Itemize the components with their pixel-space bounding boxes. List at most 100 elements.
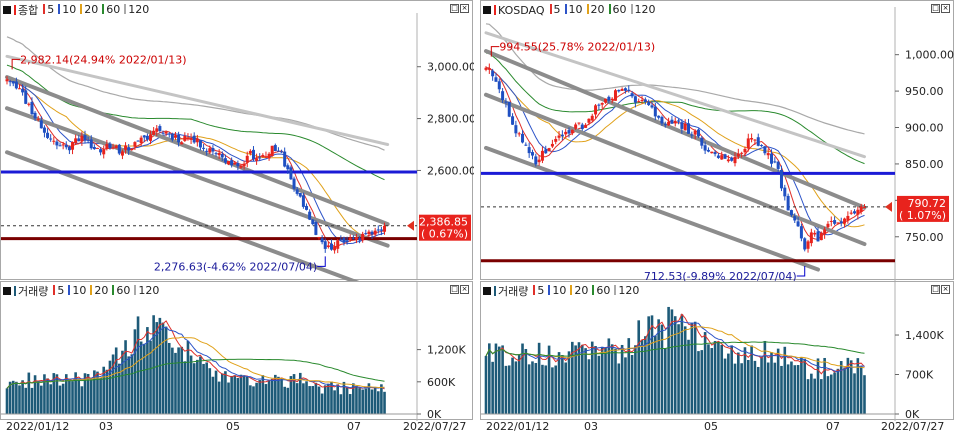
kosdaq-price-chart[interactable]: 1,000.00950.00900.00850.00800.00750.0099…	[481, 1, 954, 281]
date-label: 07	[347, 420, 361, 433]
volume-bar	[637, 320, 641, 414]
candle-body	[544, 149, 548, 154]
legend-label: 20	[590, 2, 605, 16]
volume-bar	[796, 365, 800, 414]
candle-body	[594, 105, 598, 115]
volume-bar	[295, 383, 299, 414]
candle-body	[354, 237, 358, 240]
volume-bar	[383, 391, 386, 414]
candle-body	[17, 88, 21, 90]
volume-bar	[790, 361, 793, 414]
candle-body	[521, 133, 525, 143]
volume-bar	[283, 386, 286, 414]
current-price-pointer-icon	[885, 201, 892, 212]
maximize-icon[interactable]: □	[931, 285, 940, 294]
volume-bar	[280, 377, 283, 414]
volume-bar	[514, 361, 518, 414]
volume-bar	[574, 345, 577, 414]
legend-label: 120	[618, 283, 640, 297]
volume-bar	[723, 358, 727, 414]
volume-bar	[557, 352, 561, 414]
volume-bar	[118, 363, 121, 414]
ma10-line	[6, 78, 385, 245]
candle-body	[803, 238, 807, 250]
candle-body	[643, 99, 647, 102]
volume-bar	[49, 384, 52, 414]
volume-bar	[826, 376, 830, 414]
volume-bar	[786, 364, 790, 414]
maximize-icon[interactable]: □	[450, 285, 459, 294]
maximize-icon[interactable]: □	[450, 4, 459, 13]
volume-bar	[8, 381, 12, 414]
close-icon[interactable]: ×	[460, 285, 469, 294]
candle-body	[373, 230, 377, 235]
volume-bar	[124, 340, 127, 414]
candle-body	[89, 139, 93, 149]
candle-body	[799, 226, 803, 239]
kospi-volume-chart[interactable]: 1,200K 600K 0K	[1, 282, 474, 421]
volume-tick-label: 600K	[427, 376, 456, 389]
volume-bar	[660, 324, 664, 414]
volume-bar	[760, 356, 763, 414]
candle-body	[517, 133, 521, 135]
candle-body	[345, 240, 349, 243]
volume-bar	[358, 388, 361, 414]
low-marker-arrow	[317, 256, 326, 267]
candle-body	[361, 233, 365, 241]
candle-body	[49, 138, 53, 140]
legend-ma-10: 10	[68, 284, 86, 297]
candle-body	[152, 130, 156, 135]
volume-bar	[690, 322, 694, 414]
volume-bar	[64, 374, 68, 414]
volume-bar	[264, 384, 268, 414]
volume-bar	[571, 341, 574, 414]
volume-bar	[806, 379, 810, 414]
legend-swatch	[549, 4, 552, 15]
date-label: 07	[826, 420, 840, 433]
candle-body	[329, 243, 333, 250]
candle-body	[8, 81, 12, 83]
candle-body	[647, 101, 651, 106]
legend-label: 5	[57, 283, 65, 297]
legend-label: 120	[128, 2, 150, 16]
volume-bar	[183, 361, 187, 414]
volume-bar	[139, 341, 143, 414]
candle-body	[793, 216, 797, 221]
legend-swatch	[608, 4, 611, 15]
maximize-icon[interactable]: □	[931, 4, 940, 13]
candle-body	[289, 167, 293, 180]
close-icon[interactable]: ×	[460, 4, 469, 13]
kosdaq-volume-chart[interactable]: 1,400K 700K 0K	[481, 282, 954, 421]
volume-bar	[286, 387, 290, 414]
y-tick-label: 950.00	[905, 85, 944, 98]
legend-label: 60	[106, 2, 121, 16]
candle-body	[167, 133, 171, 135]
volume-bar	[220, 373, 224, 414]
candle-body	[653, 106, 657, 117]
volume-bar	[634, 345, 637, 414]
candle-body	[630, 93, 634, 97]
legend-ma-5: 5	[53, 284, 64, 297]
kosdaq-date-axis: 2022/01/12 03 05 07 2022/07/27	[480, 420, 954, 436]
volume-bar	[813, 378, 816, 414]
volume-bar	[55, 374, 59, 414]
candle-body	[484, 67, 488, 70]
kospi-price-chart[interactable]: 3,000.00 2,800.00 2,600.00 2,982.14(24.94% …	[1, 1, 474, 281]
candle-body	[261, 155, 265, 157]
candle-body	[587, 118, 591, 123]
volume-bar	[217, 381, 221, 414]
candle-body	[308, 211, 312, 220]
low-marker-arrow	[796, 266, 806, 277]
volume-bar	[640, 339, 644, 414]
ma60-line	[6, 64, 385, 181]
candle-body	[236, 163, 240, 167]
candle-body	[42, 127, 46, 133]
volume-bar	[833, 372, 836, 414]
close-icon[interactable]: ×	[941, 285, 950, 294]
candle-body	[567, 130, 571, 134]
volume-bar	[551, 367, 554, 414]
volume-bar	[258, 380, 262, 414]
volume-bar	[214, 370, 218, 414]
close-icon[interactable]: ×	[941, 4, 950, 13]
candle-body	[650, 105, 654, 108]
